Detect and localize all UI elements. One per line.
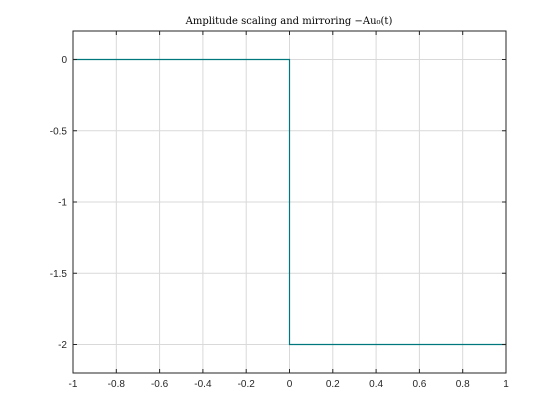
x-tick-label: 0.2 [326, 379, 340, 390]
chart-title: Amplitude scaling and mirroring −Au₀(t) [185, 16, 393, 27]
x-tick-label: 0.4 [369, 379, 383, 390]
x-tick-label: 0.8 [456, 379, 470, 390]
series-line [73, 58, 506, 346]
x-tick-label: 0.6 [412, 379, 426, 390]
x-tick-labels: -1 -0.8 -0.6 -0.4 -0.2 0 0.2 0.4 0.6 0.8 1 [69, 379, 510, 390]
x-tick-label: -0.8 [108, 379, 126, 390]
x-tick-label: -0.6 [151, 379, 169, 390]
y-tick-label: -2 [58, 340, 67, 351]
y-tick-label: -0.5 [50, 126, 68, 137]
tick-marks [72, 31, 507, 373]
y-tick-labels: 0 -0.5 -1 -1.5 -2 [50, 55, 68, 351]
y-tick-label: -1 [58, 198, 67, 209]
x-tick-label: -0.4 [194, 379, 212, 390]
x-tick-label: -0.2 [238, 379, 256, 390]
y-tick-label: 0 [61, 55, 67, 66]
x-tick-label: 1 [503, 379, 509, 390]
y-tick-label: -1.5 [50, 269, 68, 280]
series-group [73, 58, 506, 346]
x-tick-label: 0 [287, 379, 293, 390]
x-tick-label: -1 [69, 379, 78, 390]
